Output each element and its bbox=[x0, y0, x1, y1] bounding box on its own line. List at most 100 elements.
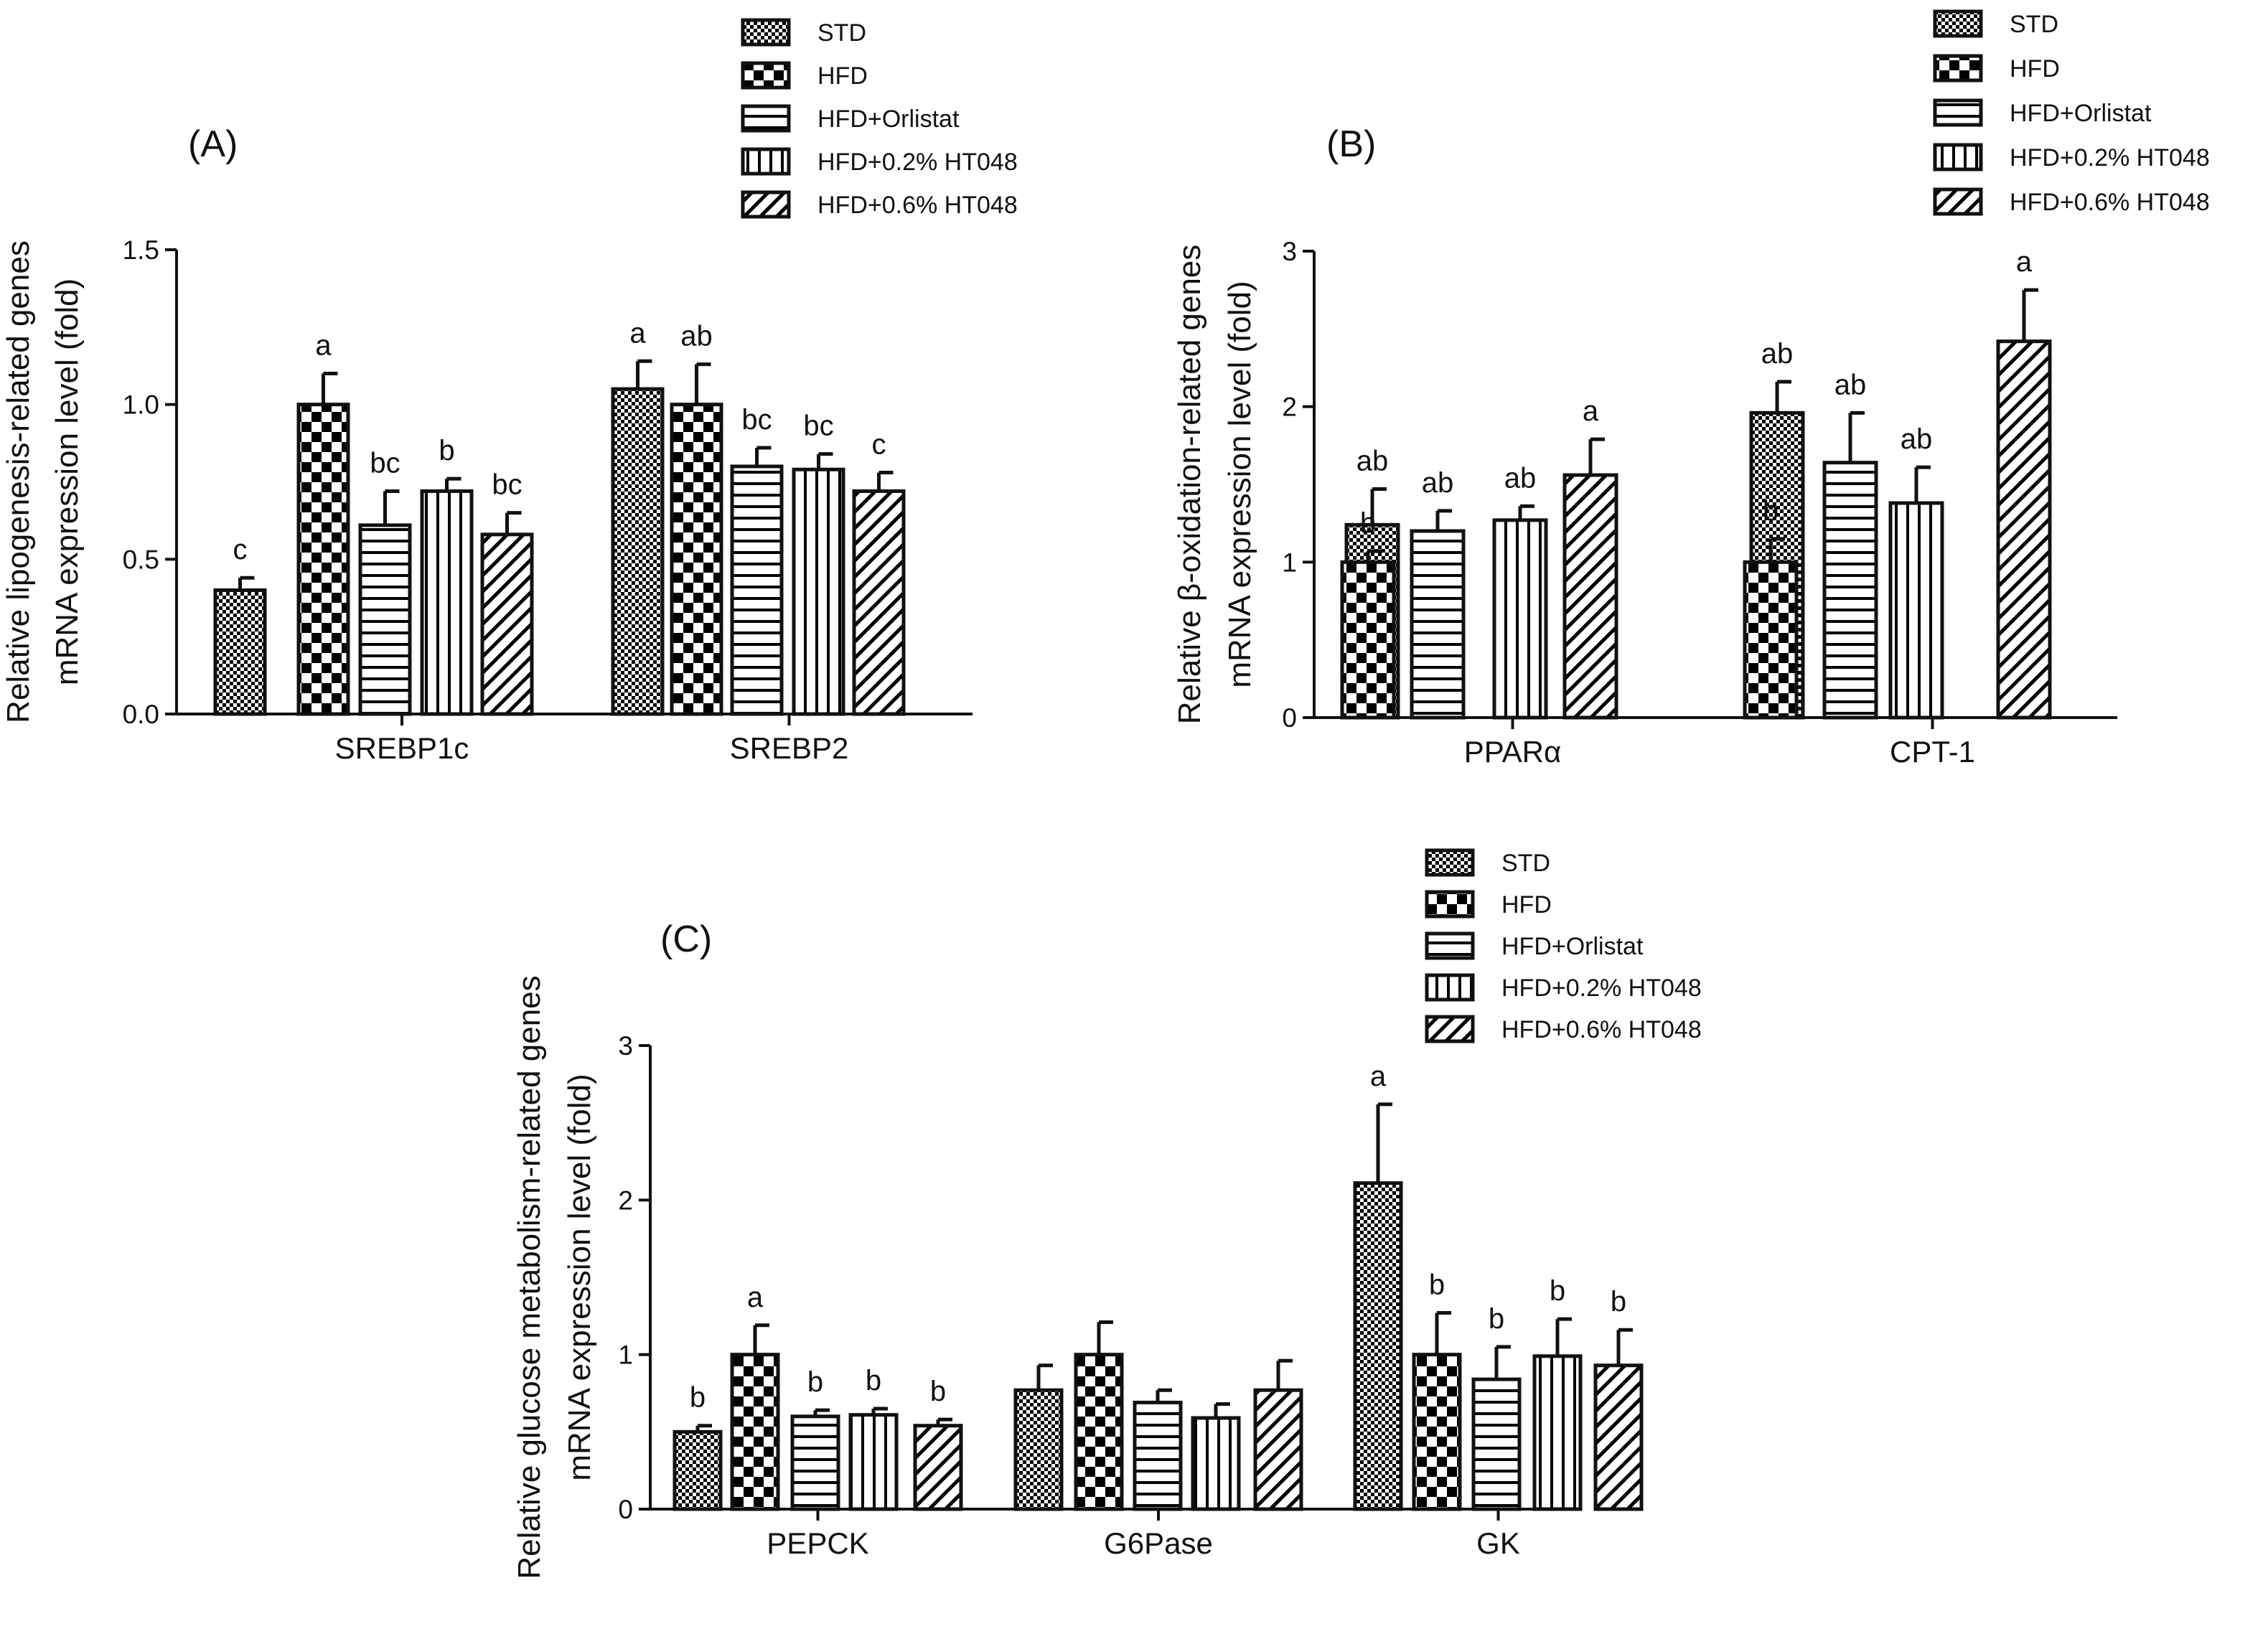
significance-letter: ab bbox=[1504, 462, 1537, 494]
bar bbox=[1412, 1353, 1462, 1511]
legend-swatch bbox=[1933, 187, 1983, 216]
bar bbox=[1253, 1388, 1303, 1511]
bar bbox=[1593, 1363, 1644, 1511]
panel-label: (C) bbox=[660, 919, 712, 960]
bar bbox=[790, 1414, 840, 1511]
legend-label: HFD bbox=[817, 62, 868, 90]
significance-letter: ab bbox=[1356, 446, 1389, 477]
bar bbox=[1353, 1181, 1403, 1511]
significance-letter: a bbox=[1583, 395, 1599, 427]
legend-label: HFD+Orlistat bbox=[2010, 100, 2152, 127]
significance-letter: b bbox=[1489, 1303, 1504, 1335]
legend-label: STD bbox=[2010, 11, 2058, 38]
y-axis-title: Relative lipogenesis-related genes bbox=[1, 240, 36, 723]
significance-letter: b bbox=[1360, 507, 1376, 539]
legend-label: HFD+0.6% HT048 bbox=[1501, 1016, 1702, 1043]
y-tick-label: 1.5 bbox=[123, 235, 159, 265]
y-axis-title: Relative glucose metabolism-related gene… bbox=[512, 975, 547, 1579]
bar bbox=[730, 464, 784, 716]
significance-letter: c bbox=[233, 534, 248, 565]
legend-swatch bbox=[1425, 890, 1475, 919]
significance-letter: a bbox=[629, 317, 646, 349]
bar bbox=[420, 489, 474, 716]
significance-letter: a bbox=[1370, 1061, 1387, 1092]
bar bbox=[480, 532, 534, 716]
significance-letter: ab bbox=[1901, 423, 1933, 455]
significance-letter: ab bbox=[1834, 369, 1867, 400]
legend-swatch bbox=[1933, 143, 1983, 172]
bar bbox=[848, 1413, 899, 1511]
legend-swatch bbox=[741, 190, 791, 219]
x-category-label: SREBP1c bbox=[335, 731, 469, 765]
panel-label: (A) bbox=[188, 123, 238, 165]
x-category-label: GK bbox=[1476, 1526, 1520, 1560]
bar bbox=[213, 588, 267, 716]
legend-swatch bbox=[1933, 54, 1983, 83]
bar bbox=[730, 1353, 780, 1511]
legend-label: HFD+0.6% HT048 bbox=[2010, 189, 2210, 216]
y-axis-title: mRNA expression level (fold) bbox=[562, 1074, 597, 1480]
significance-letter: bc bbox=[803, 410, 833, 442]
x-category-label: PEPCK bbox=[767, 1526, 868, 1560]
legend-label: HFD+0.2% HT048 bbox=[2010, 144, 2210, 172]
significance-letter: bc bbox=[492, 469, 522, 501]
significance-letter: b bbox=[1611, 1286, 1626, 1318]
bar bbox=[1133, 1400, 1183, 1511]
legend-label: STD bbox=[817, 19, 866, 47]
y-tick-label: 0 bbox=[618, 1495, 633, 1524]
y-tick-label: 1 bbox=[1282, 548, 1297, 577]
bar bbox=[1492, 518, 1548, 720]
bar bbox=[1013, 1388, 1064, 1511]
y-axis-title: mRNA expression level (fold) bbox=[50, 278, 85, 685]
significance-letter: a bbox=[2016, 246, 2033, 278]
legend-label: HFD+Orlistat bbox=[1501, 933, 1644, 960]
significance-letter: ab bbox=[1422, 467, 1454, 499]
x-category-label: G6Pase bbox=[1104, 1526, 1213, 1560]
bar bbox=[673, 1429, 723, 1511]
legend-label: HFD+Orlistat bbox=[817, 105, 960, 133]
bar bbox=[1532, 1354, 1583, 1511]
significance-letter: b bbox=[866, 1365, 881, 1396]
legend-label: HFD bbox=[1501, 891, 1552, 919]
significance-letter: a bbox=[747, 1282, 764, 1313]
legend-label: HFD+0.2% HT048 bbox=[1501, 975, 1702, 1002]
panel-c: 0 1 2 3 PEPCK G6Pase GK b a a b b b b b b b (C) Relative g… bbox=[512, 848, 1702, 1579]
significance-letter: b bbox=[807, 1366, 823, 1398]
y-tick-label: 2 bbox=[618, 1185, 633, 1215]
legend-label: HFD bbox=[2010, 55, 2060, 83]
legend-swatch bbox=[1425, 1015, 1475, 1043]
bar bbox=[358, 523, 412, 716]
legend-swatch bbox=[1425, 848, 1475, 877]
y-tick-label: 2 bbox=[1282, 393, 1297, 422]
significance-letter: b bbox=[1550, 1275, 1565, 1307]
y-axis-title: mRNA expression level (fold) bbox=[1222, 281, 1257, 687]
x-category-label: PPARα bbox=[1464, 735, 1562, 769]
legend-swatch bbox=[1933, 9, 1983, 38]
legend-swatch bbox=[1933, 98, 1983, 127]
significance-letter: c bbox=[872, 429, 886, 461]
y-tick-label: 0 bbox=[1282, 703, 1297, 733]
bar bbox=[296, 403, 350, 716]
y-axis-title: Relative β-oxidation-related genes bbox=[1172, 245, 1207, 725]
significance-letter: b bbox=[1429, 1269, 1445, 1301]
bar bbox=[611, 387, 665, 716]
y-tick-label: 3 bbox=[618, 1031, 633, 1061]
bar bbox=[1191, 1416, 1241, 1511]
legend-swatch bbox=[741, 61, 791, 90]
panel-label: (B) bbox=[1326, 123, 1376, 165]
bar bbox=[1074, 1353, 1124, 1511]
significance-letter: b bbox=[1763, 495, 1779, 527]
panel-b: 0 1 2 3 PPARα CPT-1 ab ab b b ab ab ab ab a a (B) Relativ… bbox=[1172, 9, 2210, 769]
bar bbox=[1996, 339, 2052, 720]
significance-letter: a bbox=[315, 330, 332, 362]
bar bbox=[1471, 1377, 1522, 1511]
legend-swatch bbox=[741, 18, 791, 47]
x-category-label: SREBP2 bbox=[730, 731, 849, 765]
y-tick-label: 0.5 bbox=[123, 545, 159, 574]
bar bbox=[1888, 501, 1944, 720]
significance-letter: ab bbox=[680, 321, 713, 352]
significance-letter: b bbox=[439, 435, 454, 466]
legend-swatch bbox=[741, 147, 791, 176]
bar bbox=[1562, 473, 1618, 720]
